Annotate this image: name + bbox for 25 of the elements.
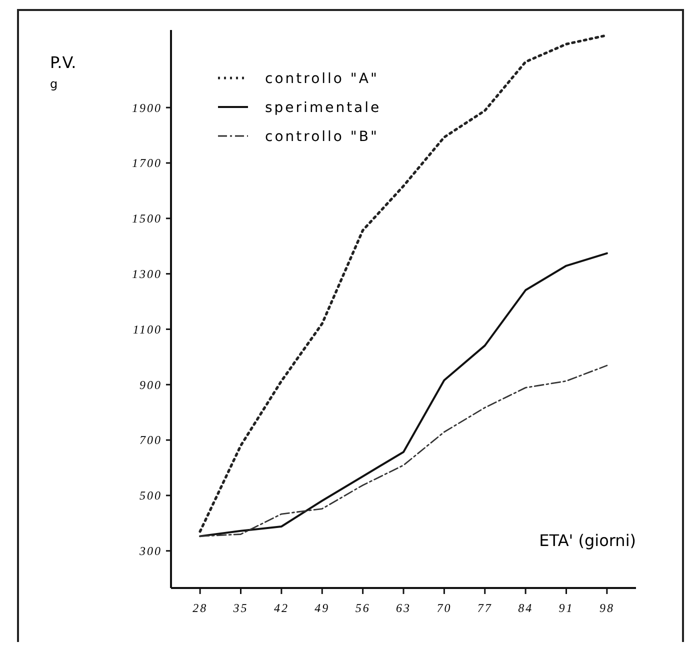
legend-label: sperimentale [265,100,382,116]
x-tick-label: 70 [436,601,452,615]
legend-label: controllo "A" [265,70,379,87]
legend-label: controllo "B" [265,128,379,145]
y-tick-label: 300 [138,544,162,558]
x-tick-label: 98 [599,601,614,615]
y-tick-label: 1100 [132,322,162,336]
x-axis-title: ETA' (giorni) [539,531,636,550]
x-tick-label: 77 [477,601,492,615]
x-tick-label: 91 [558,601,574,615]
x-tick-label: 35 [232,601,248,615]
y-tick-label: 1900 [132,100,162,115]
x-tick-label: 63 [396,601,411,615]
x-tick-label: 42 [274,601,289,615]
y-tick-label: 1500 [132,212,162,226]
x-tick-label: 56 [355,601,370,615]
x-tick-label: 49 [314,601,330,615]
y-tick-label: 700 [140,433,162,448]
y-tick-label: 1700 [132,156,162,170]
y-axis-title: P.V. g [50,53,76,91]
x-tick-label: 28 [192,601,208,615]
y-tick-label: 500 [140,488,162,503]
y-tick-label: 900 [140,378,162,392]
y-tick-label: 1300 [132,267,162,282]
x-tick-label: 84 [518,601,534,615]
